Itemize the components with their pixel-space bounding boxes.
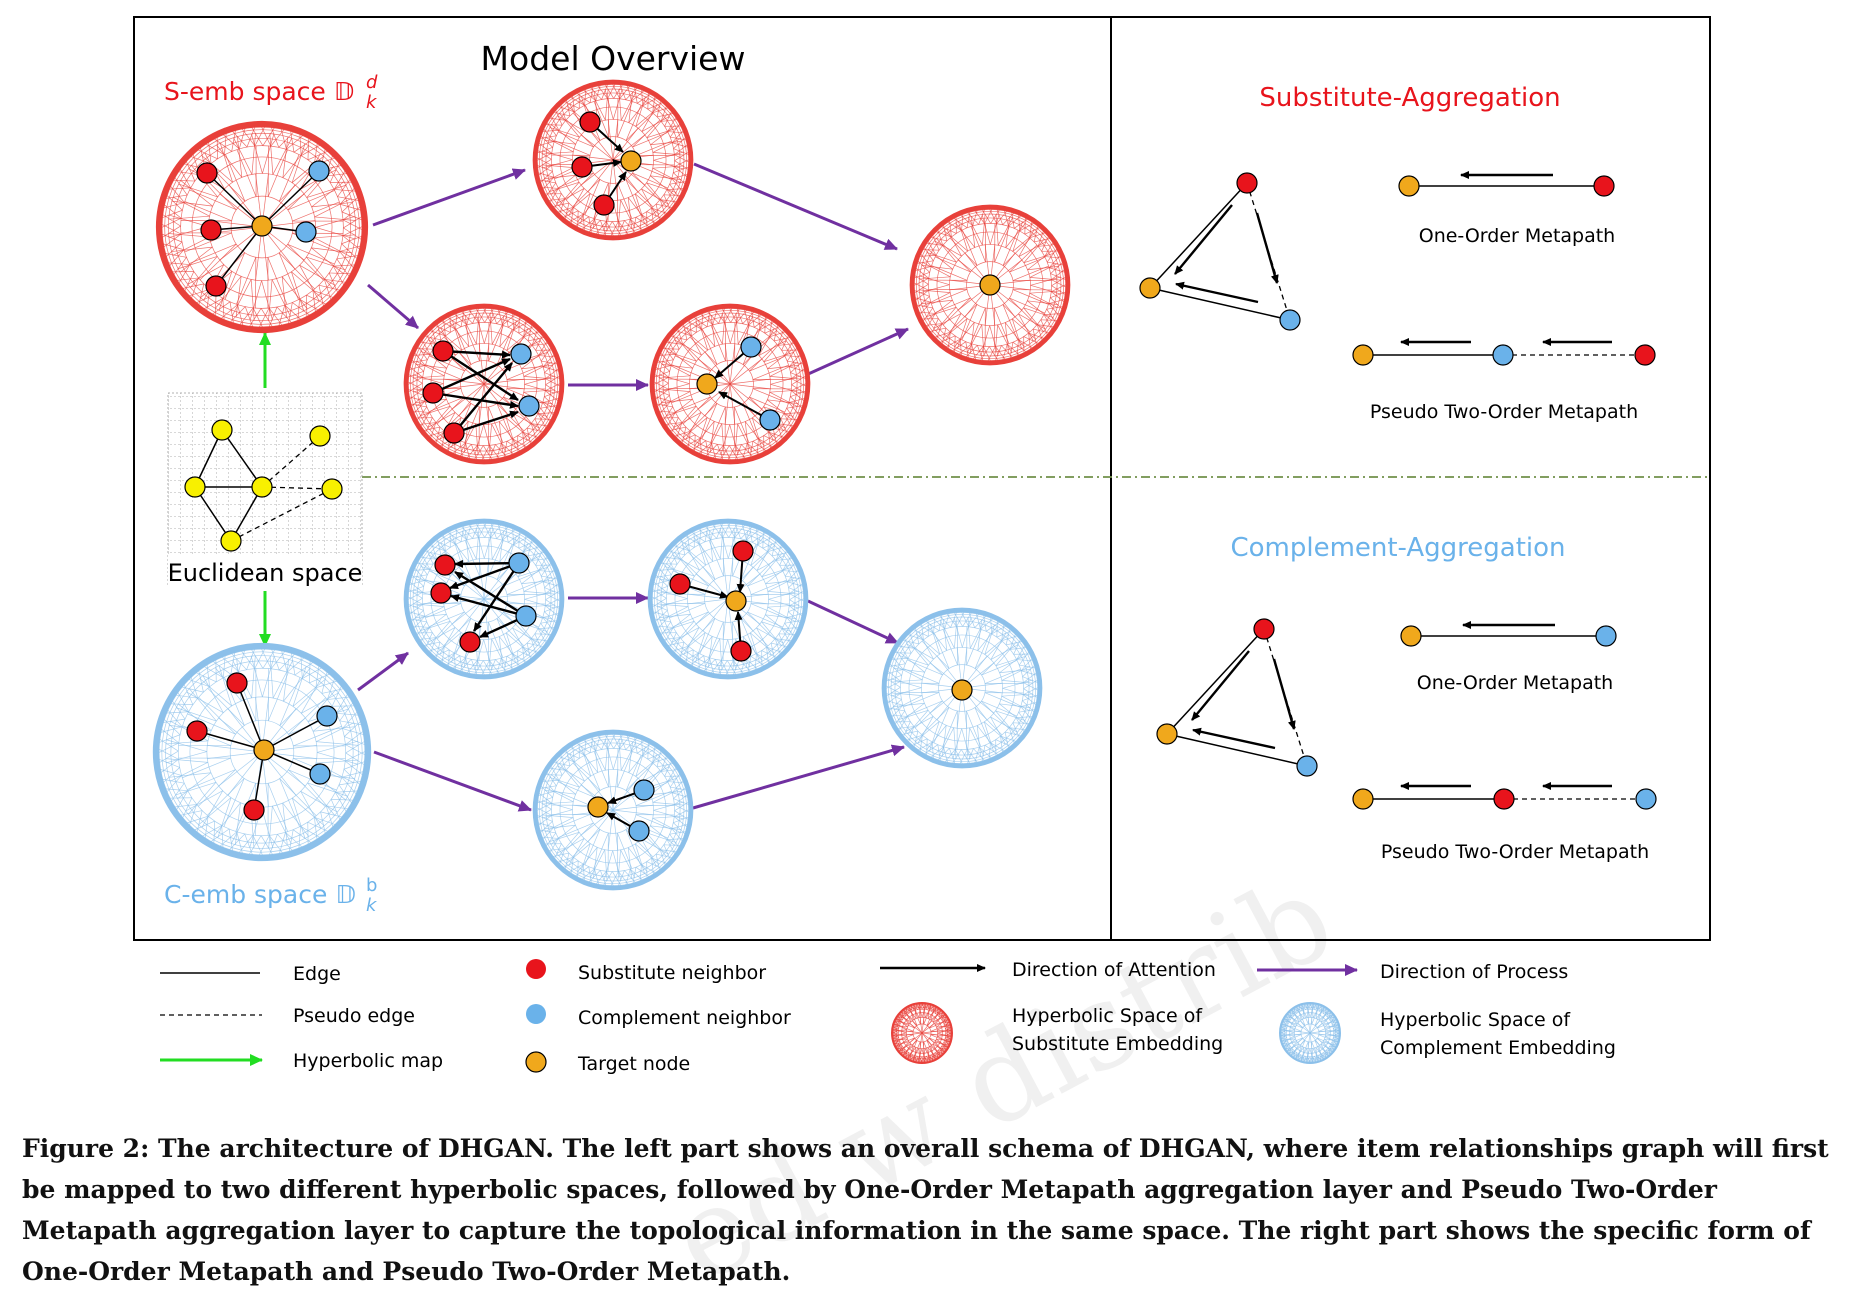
s-emb-one-order-disk xyxy=(535,82,691,238)
svg-text:b: b xyxy=(366,875,377,896)
legend-substitute-label: Substitute neighbor xyxy=(578,962,766,984)
complement-aggregation-title: Complement-Aggregation xyxy=(1230,533,1565,563)
euclidean-space-label: Euclidean space xyxy=(168,559,363,587)
complement-pseudo-two-order-metapath: Pseudo Two-Order Metapath xyxy=(1353,786,1656,863)
overview-frame xyxy=(134,17,1710,940)
svg-text:S-emb space 𝔻: S-emb space 𝔻 xyxy=(164,77,354,106)
figure-caption: Figure 2: The architecture of DHGAN. The… xyxy=(22,1128,1852,1292)
legend-attention-label: Direction of Attention xyxy=(1012,959,1216,981)
s-emb-space-label: S-emb space 𝔻 d k xyxy=(164,72,378,113)
legend-red-disk xyxy=(892,1003,952,1063)
legend-hyp-sub-line2: Substitute Embedding xyxy=(1012,1033,1223,1055)
legend-complement-space-swatch xyxy=(1280,1003,1340,1063)
s-emb-pseudo-disk xyxy=(652,306,808,462)
legend-process-label: Direction of Process xyxy=(1380,961,1568,983)
substitute-pseudo-label: Pseudo Two-Order Metapath xyxy=(1370,401,1638,423)
legend-substitute-dot xyxy=(526,959,546,979)
legend-blue-disk xyxy=(1280,1003,1340,1063)
legend-substitute-space-swatch xyxy=(892,1003,952,1063)
s-emb-final-graph xyxy=(980,275,1000,295)
substitute-triangle xyxy=(1140,173,1300,330)
legend-target-dot xyxy=(526,1052,546,1072)
legend: Edge Pseudo edge Hyperbolic map Substitu… xyxy=(160,959,1616,1075)
legend-edge-label: Edge xyxy=(293,963,341,985)
model-overview-title: Model Overview xyxy=(481,39,746,78)
svg-text:k: k xyxy=(366,895,378,916)
c-emb-one-order-disk xyxy=(535,732,691,888)
complement-pseudo-label: Pseudo Two-Order Metapath xyxy=(1381,841,1649,863)
complement-triangle xyxy=(1157,619,1317,776)
substitute-one-order-metapath: One-Order Metapath xyxy=(1399,175,1615,247)
substitute-pseudo-two-order-metapath: Pseudo Two-Order Metapath xyxy=(1353,342,1655,423)
architecture-diagram: Model Overview S-emb space 𝔻 d k C-emb s… xyxy=(0,0,1864,1110)
complement-one-order-label: One-Order Metapath xyxy=(1417,672,1613,694)
legend-hyperbolic-map-label: Hyperbolic map xyxy=(293,1050,443,1072)
legend-complement-label: Complement neighbor xyxy=(578,1007,791,1029)
c-emb-space-label: C-emb space 𝔻 b k xyxy=(164,875,378,916)
complement-one-order-metapath: One-Order Metapath xyxy=(1401,625,1616,694)
legend-pseudo-edge-label: Pseudo edge xyxy=(293,1005,415,1027)
svg-text:k: k xyxy=(366,92,378,113)
euclidean-space: Euclidean space xyxy=(168,393,363,589)
legend-complement-dot xyxy=(526,1004,546,1024)
substitute-aggregation-title: Substitute-Aggregation xyxy=(1259,83,1560,113)
substitute-one-order-label: One-Order Metapath xyxy=(1419,225,1615,247)
process-arrows xyxy=(358,164,908,810)
legend-hyp-comp-line1: Hyperbolic Space of xyxy=(1380,1009,1571,1031)
legend-hyp-comp-line2: Complement Embedding xyxy=(1380,1037,1616,1059)
c-emb-bipartite-disk xyxy=(406,521,562,677)
c-emb-final-graph xyxy=(952,680,972,700)
svg-text:C-emb space 𝔻: C-emb space 𝔻 xyxy=(164,880,356,909)
svg-text:d: d xyxy=(366,72,378,93)
legend-target-label: Target node xyxy=(577,1053,690,1075)
legend-hyp-sub-line1: Hyperbolic Space of xyxy=(1012,1005,1203,1027)
